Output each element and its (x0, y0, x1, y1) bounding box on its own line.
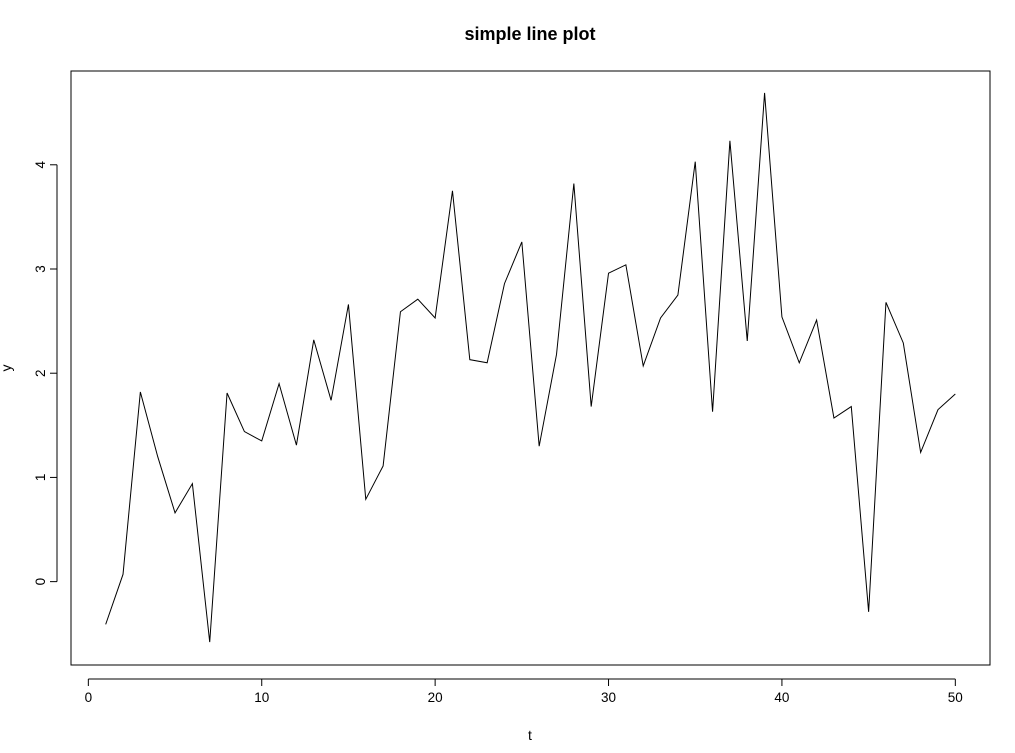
plot-frame (70, 70, 991, 666)
x-tick-label: 40 (774, 690, 789, 705)
x-tick-label: 10 (254, 690, 269, 705)
y-axis-label: y (0, 365, 14, 372)
chart-title: simple line plot (464, 24, 595, 44)
x-axis: 0 10 20 30 40 50 (85, 678, 963, 705)
y-axis: 0 1 2 3 4 (33, 161, 58, 586)
x-tick-label: 0 (85, 690, 93, 705)
x-tick-label: 30 (601, 690, 616, 705)
x-axis-label: t (528, 727, 532, 743)
y-tick-label: 2 (33, 369, 48, 377)
y-tick-label: 4 (33, 161, 48, 169)
x-tick-label: 50 (948, 690, 963, 705)
x-tick-label: 20 (428, 690, 443, 705)
series-line (105, 92, 956, 643)
y-tick-label: 3 (33, 265, 48, 273)
y-tick-label: 0 (33, 578, 48, 586)
y-tick-label: 1 (33, 474, 48, 482)
